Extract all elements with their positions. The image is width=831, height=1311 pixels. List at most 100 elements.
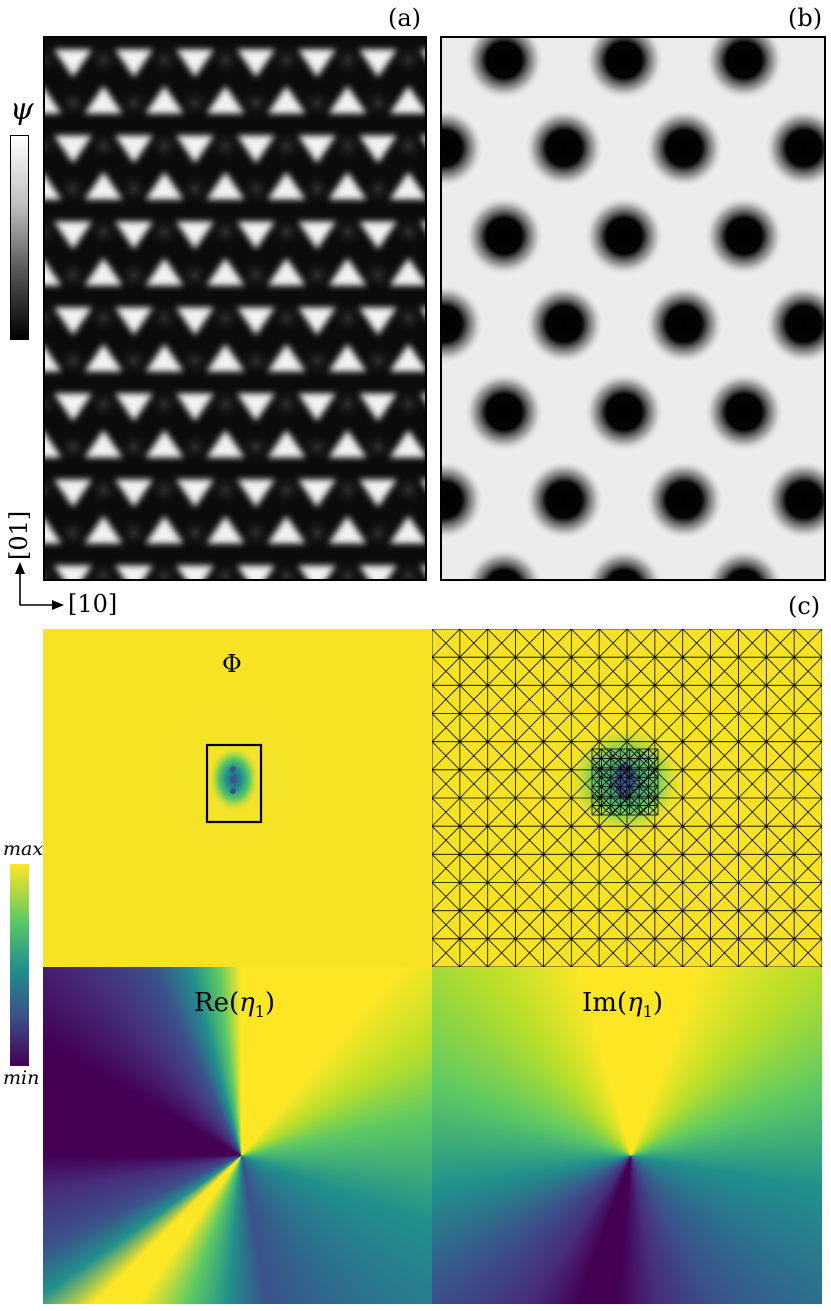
bright-spot (420, 49, 425, 57)
bright-spot (328, 429, 367, 458)
bright-spot (176, 221, 214, 250)
bright-spot (237, 565, 275, 579)
colorbar-max-label: max (3, 838, 44, 860)
dark-hole (764, 108, 824, 188)
bright-spot (115, 221, 153, 250)
label-b: (b) (788, 4, 823, 32)
dim-hexagon (300, 430, 334, 464)
bright-spot (389, 257, 425, 286)
dim-hexagon (86, 301, 121, 335)
bright-spot (298, 307, 336, 336)
dim-hexagon (330, 387, 365, 421)
dark-hole (644, 284, 724, 364)
dim-hexagon (56, 430, 90, 464)
bright-spot (176, 565, 214, 579)
dim-hexagon (178, 516, 212, 550)
bright-spot (145, 85, 184, 114)
bright-spot (359, 307, 397, 336)
dim-hexagon (269, 387, 304, 421)
dark-hole (644, 460, 724, 540)
dim-hexagon (178, 86, 212, 120)
panel-b-image (442, 38, 824, 579)
dim-hexagon (208, 559, 243, 579)
dark-hole (585, 548, 663, 579)
bright-spot (54, 479, 92, 508)
dim-hexagon (300, 172, 334, 206)
bright-spot (328, 171, 367, 200)
dark-hole (464, 196, 544, 276)
bright-spot (237, 479, 275, 508)
dark-hole (584, 372, 664, 452)
dim-hexagon (300, 344, 334, 378)
dark-hole (704, 38, 784, 100)
bright-spot (206, 257, 245, 286)
dim-hexagon (239, 516, 273, 550)
dim-hexagon (330, 43, 365, 77)
dark-hole (644, 108, 724, 188)
im-eta1-title: Im(η1) (582, 988, 663, 1022)
dim-hexagon (300, 258, 334, 292)
bright-spot (115, 307, 153, 336)
dim-hexagon (86, 473, 121, 507)
bright-spot (389, 171, 425, 200)
adaptive-mesh (432, 629, 822, 967)
dim-hexagon (239, 344, 273, 378)
bright-spot (84, 515, 123, 544)
dim-hexagon (86, 215, 121, 249)
dim-hexagon (86, 129, 121, 163)
bright-spot (298, 565, 336, 579)
panel-a-density-field (43, 36, 427, 581)
arrow-up-icon (15, 562, 25, 574)
label-c: (c) (788, 592, 821, 620)
dim-hexagon (391, 387, 425, 421)
dark-hole (465, 548, 543, 579)
bright-spot (267, 515, 306, 544)
bright-spot (54, 49, 92, 78)
zoom-box (205, 743, 263, 824)
bright-spot (115, 49, 153, 78)
phi-field (139, 689, 329, 869)
dark-hole (704, 196, 784, 276)
bright-spot (298, 221, 336, 250)
dim-hexagon (239, 430, 273, 464)
dim-hexagon (361, 344, 395, 378)
axes-arrows (15, 562, 64, 610)
bright-spot (115, 479, 153, 508)
bright-spot (176, 393, 214, 422)
bright-spot (267, 171, 306, 200)
dark-hole (464, 372, 544, 452)
panel-c-mesh (432, 629, 822, 967)
bright-spot (267, 85, 306, 114)
bright-spot (328, 343, 367, 372)
dim-hexagon (391, 473, 425, 507)
bright-spot (145, 343, 184, 372)
dim-hexagon (147, 473, 182, 507)
bright-spot (115, 565, 153, 579)
mesh-edges (432, 629, 822, 967)
dim-hexagon (56, 344, 90, 378)
panel-c-phi (43, 629, 432, 967)
psi-colorbar (10, 135, 29, 340)
dim-hexagon (86, 43, 121, 77)
dark-hole (464, 38, 544, 100)
bright-spot (298, 393, 336, 422)
dark-hole (442, 460, 484, 540)
bright-spot (267, 429, 306, 458)
dim-hexagon (147, 43, 182, 77)
bright-spot (389, 85, 425, 114)
dim-hexagon (178, 430, 212, 464)
phi-title: Φ (222, 650, 242, 678)
bright-spot (45, 175, 62, 200)
bright-spot (267, 257, 306, 286)
bright-spot (145, 429, 184, 458)
dim-hexagon (147, 215, 182, 249)
dim-hexagon (391, 215, 425, 249)
dark-hole (584, 196, 664, 276)
bright-spot (359, 135, 397, 164)
dim-hexagon (208, 473, 243, 507)
bright-spot (54, 393, 92, 422)
dim-hexagon (45, 559, 60, 579)
dim-hexagon (269, 43, 304, 77)
dim-hexagon (86, 559, 121, 579)
dark-hole (764, 460, 824, 540)
